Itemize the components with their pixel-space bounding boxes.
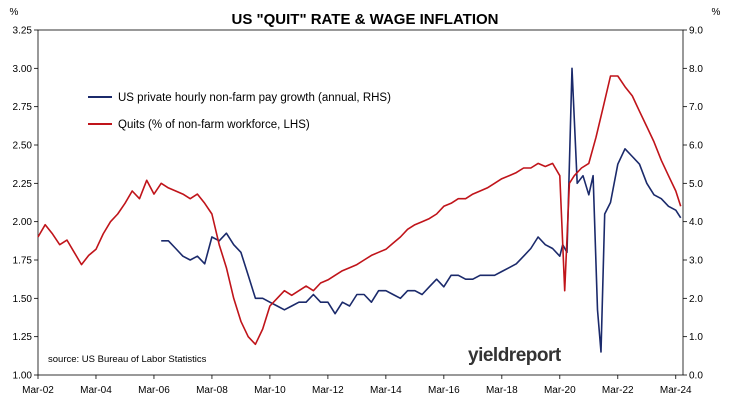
plot-area	[37, 29, 684, 376]
right-tick-label: 6.0	[689, 141, 703, 152]
chart-title: US "QUIT" RATE & WAGE INFLATION	[232, 11, 499, 28]
x-axis: Mar-02 Mar-04 Mar-06 Mar-08 Mar-10 Mar-12 Mar-…	[22, 375, 692, 396]
left-tick-label: 1.00	[13, 371, 33, 382]
legend-label-quits: Quits (% of non-farm workforce, LHS)	[118, 119, 310, 131]
left-axis: 1.00 1.25 1.50 1.75 2.00 2.25 2.50 2.75 3.00 3.25	[13, 26, 38, 382]
left-tick-label: 1.50	[13, 294, 33, 305]
x-tick-label: Mar-14	[370, 385, 402, 396]
x-tick-label: Mar-02	[22, 385, 54, 396]
x-tick-label: Mar-16	[428, 385, 460, 396]
right-tick-label: 5.0	[689, 179, 703, 190]
x-tick-label: Mar-18	[486, 385, 518, 396]
right-tick-label: 7.0	[689, 102, 703, 113]
x-tick-label: Mar-20	[544, 385, 576, 396]
right-axis: 0.0 1.0 2.0 3.0 4.0 5.0 6.0 7.0 8.0 9.0	[683, 26, 703, 382]
left-tick-label: 3.00	[13, 64, 33, 75]
series-line-pay-growth	[161, 67, 682, 353]
left-tick-label: 1.25	[13, 332, 33, 343]
right-tick-label: 8.0	[689, 64, 703, 75]
right-tick-label: 0.0	[689, 371, 703, 382]
legend: US private hourly non-farm pay growth (a…	[88, 92, 391, 131]
left-tick-label: 2.75	[13, 102, 33, 113]
left-axis-unit: %	[10, 7, 19, 18]
right-tick-label: 4.0	[689, 217, 703, 228]
left-tick-label: 2.25	[13, 179, 33, 190]
right-tick-label: 3.0	[689, 256, 703, 267]
x-tick-label: Mar-08	[196, 385, 228, 396]
legend-label-pay-growth: US private hourly non-farm pay growth (a…	[118, 92, 391, 104]
yieldreport-logo: yieldreport	[468, 345, 562, 366]
left-tick-label: 2.50	[13, 141, 33, 152]
x-tick-label: Mar-12	[312, 385, 344, 396]
x-tick-label: Mar-10	[254, 385, 286, 396]
left-tick-label: 3.25	[13, 26, 33, 37]
x-tick-label: Mar-04	[80, 385, 112, 396]
series-layer	[37, 67, 682, 353]
left-tick-label: 2.00	[13, 217, 33, 228]
right-tick-label: 1.0	[689, 332, 703, 343]
right-tick-label: 2.0	[689, 294, 703, 305]
right-tick-label: 9.0	[689, 26, 703, 37]
x-tick-label: Mar-24	[660, 385, 692, 396]
left-tick-label: 1.75	[13, 256, 33, 267]
right-axis-unit: %	[712, 7, 721, 18]
series-line-quits	[37, 75, 682, 346]
x-tick-label: Mar-22	[602, 385, 634, 396]
source-note: source: US Bureau of Labor Statistics	[48, 354, 207, 365]
x-tick-label: Mar-06	[138, 385, 170, 396]
